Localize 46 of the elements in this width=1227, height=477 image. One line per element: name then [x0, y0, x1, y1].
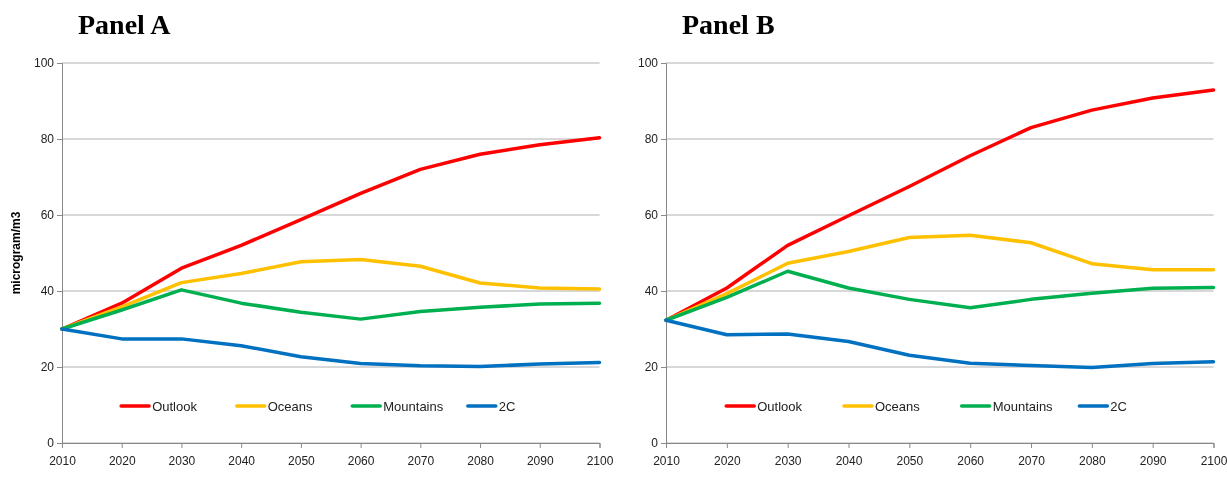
- x-tick-label: 2050: [895, 454, 923, 469]
- y-tick-label: 100: [33, 56, 55, 71]
- y-tick-label: 60: [40, 208, 55, 223]
- x-tick-label: 2040: [835, 454, 863, 469]
- y-tick-label: 80: [644, 132, 658, 147]
- x-tick-label: 2100: [1200, 454, 1227, 469]
- x-tick-label: 2090: [1139, 454, 1167, 469]
- y-tick-label: 0: [650, 436, 658, 451]
- x-tick-label: 2070: [1017, 454, 1045, 469]
- y-tick-label: 40: [40, 284, 55, 299]
- y-tick-label: 100: [637, 56, 658, 71]
- x-tick-label: 2020: [108, 454, 136, 469]
- legend-label: Outlook: [756, 398, 803, 414]
- x-tick-label: 2060: [956, 454, 984, 469]
- x-tick-label: 2070: [407, 454, 435, 469]
- x-tick-label: 2090: [526, 454, 554, 469]
- x-tick-label: 2030: [168, 454, 196, 469]
- x-tick-label: 2010: [652, 454, 680, 469]
- y-tick-label: 60: [644, 208, 658, 223]
- line-series: [663, 269, 1215, 323]
- x-tick-label: 2060: [347, 454, 375, 469]
- chart-title: Panel A: [78, 9, 172, 40]
- legend-label: Oceans: [874, 398, 920, 414]
- chart-title: Panel B: [681, 9, 775, 40]
- y-tick-label: 0: [47, 436, 55, 451]
- legend-label: 2C: [1109, 398, 1127, 414]
- x-tick-label: 2020: [713, 454, 741, 469]
- y-axis-title: microgram/m3: [9, 211, 23, 295]
- legend-label: Mountains: [992, 398, 1053, 414]
- y-tick-label: 80: [40, 132, 55, 147]
- line-series: [663, 318, 1215, 370]
- x-tick-label: 2100: [586, 454, 614, 469]
- line-series: [60, 327, 602, 369]
- x-tick-label: 2050: [288, 454, 316, 469]
- x-tick-label: 2080: [1078, 454, 1106, 469]
- y-tick-label: 20: [644, 360, 658, 375]
- x-tick-label: 2040: [228, 454, 256, 469]
- y-tick-label: 40: [644, 284, 658, 299]
- x-tick-label: 2010: [49, 454, 77, 469]
- legend-label: Mountains: [383, 398, 444, 414]
- y-tick-label: 20: [40, 360, 55, 375]
- x-tick-label: 2080: [467, 454, 495, 469]
- legend-label: Oceans: [267, 398, 313, 414]
- legend-label: Outlook: [152, 398, 198, 414]
- legend-label: 2C: [498, 398, 516, 414]
- x-tick-label: 2030: [774, 454, 802, 469]
